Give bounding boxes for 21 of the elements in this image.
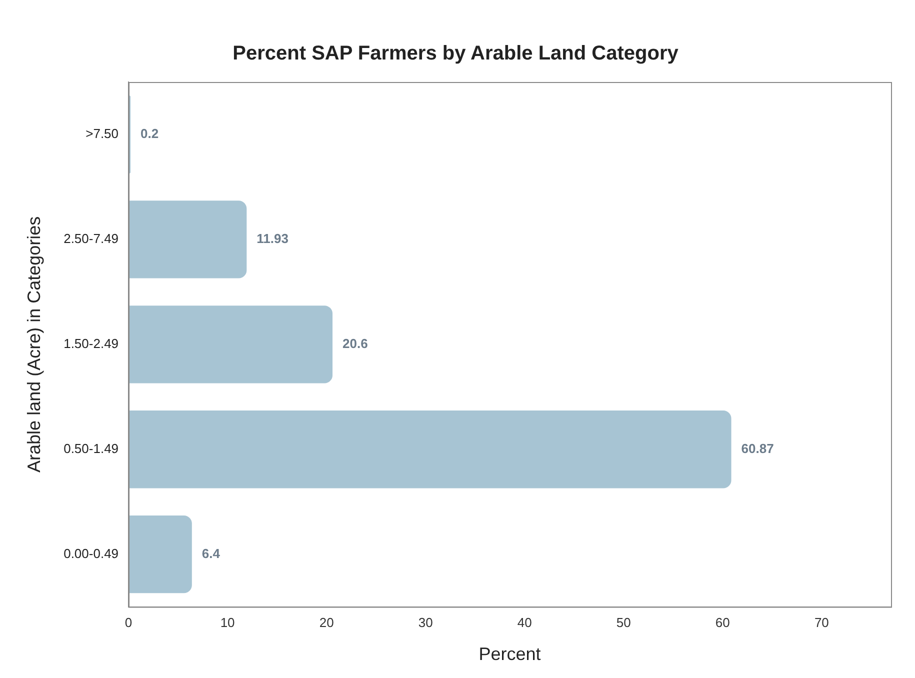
x-tick-label: 60 <box>715 615 730 630</box>
data-label: 11.93 <box>256 231 288 246</box>
x-tick-label: 70 <box>814 615 829 630</box>
x-tick-label: 40 <box>517 615 532 630</box>
y-tick-label: 0.00-0.49 <box>64 546 119 561</box>
data-label: 60.87 <box>741 440 774 456</box>
x-tick-label: 20 <box>319 615 334 630</box>
chart-title: Percent SAP Farmers by Arable Land Category <box>232 42 680 65</box>
y-tick-label: 1.50-2.49 <box>64 336 119 351</box>
x-tick-label: 50 <box>616 615 631 630</box>
x-tick-label: 30 <box>418 615 433 630</box>
data-label: 20.6 <box>342 336 368 351</box>
y-tick-label: 2.50-7.49 <box>64 231 119 246</box>
y-axis-title: Arable land (Acre) in Categories <box>24 216 44 472</box>
y-tick-label: >7.50 <box>86 126 119 142</box>
data-label: 6.4 <box>202 546 221 561</box>
y-tick-label: 0.50-1.49 <box>64 440 119 456</box>
data-label: 0.2 <box>140 126 159 142</box>
x-axis-title: Percent <box>478 644 541 664</box>
x-tick-label: 0 <box>124 615 132 630</box>
x-tick-label: 10 <box>220 615 235 630</box>
